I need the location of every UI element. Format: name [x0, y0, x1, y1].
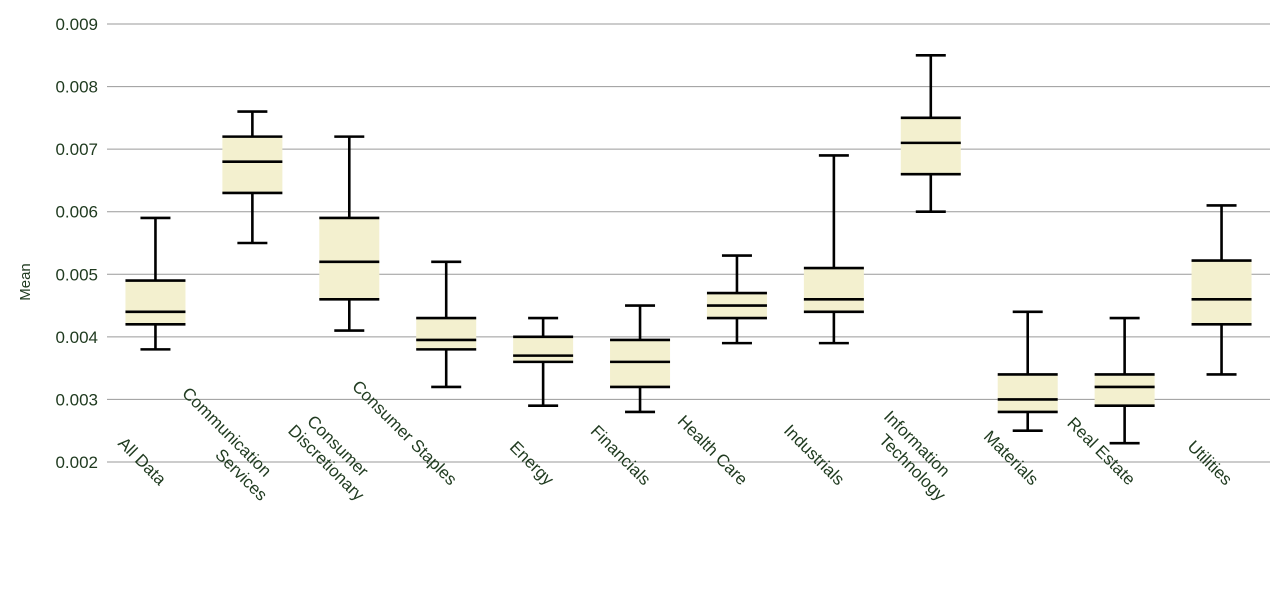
iqr-box: [319, 217, 380, 300]
x-category-label: Utilities: [1184, 437, 1236, 489]
y-tick-label: 0.009: [55, 15, 98, 34]
iqr-box: [125, 280, 186, 325]
x-category-label: Industrials: [780, 421, 848, 489]
boxes: [125, 53, 1252, 445]
box-energy: [513, 316, 574, 407]
iqr-box: [610, 339, 671, 387]
iqr-box: [416, 318, 477, 350]
x-category-label: CommunicationServices: [164, 384, 285, 505]
y-tick-label: 0.007: [55, 140, 98, 159]
x-axis-category-labels: All Data CommunicationServices ConsumerDis…: [114, 377, 1236, 505]
iqr-box: [900, 117, 961, 175]
box-all-data: [125, 216, 186, 351]
box-materials: [997, 310, 1058, 433]
box-communication-services: [222, 110, 283, 245]
y-tick-label: 0.003: [55, 390, 98, 409]
box-utilities: [1191, 204, 1252, 376]
iqr-box: [513, 336, 574, 362]
x-category-label: InformationTechnology: [866, 407, 964, 505]
box-industrials: [803, 154, 864, 345]
box-real-estate: [1094, 316, 1155, 445]
x-category-label: Materials: [980, 427, 1042, 489]
x-category-label: Energy: [506, 438, 558, 490]
box-information-technology: [900, 53, 961, 214]
box-consumer-discretionary: [319, 135, 380, 332]
iqr-box: [997, 374, 1058, 412]
x-category-label: Real Estate: [1063, 413, 1139, 489]
box-health-care: [706, 254, 767, 345]
y-axis-tick-labels: 0.002 0.003 0.004 0.005 0.006 0.007 0.008 0.009: [55, 15, 98, 472]
grid-lines: [107, 23, 1270, 463]
x-category-label: ConsumerDiscretionary: [284, 407, 382, 505]
iqr-box: [222, 136, 283, 193]
x-category-label: Financials: [587, 422, 655, 490]
y-tick-label: 0.002: [55, 453, 98, 472]
y-axis-title: Mean: [17, 263, 34, 301]
iqr-box: [803, 268, 864, 312]
y-tick-label: 0.004: [55, 328, 98, 347]
iqr-box: [1191, 260, 1252, 325]
iqr-box: [1094, 374, 1155, 406]
box-financials: [610, 304, 671, 414]
y-tick-label: 0.006: [55, 203, 98, 222]
x-category-label: Health Care: [674, 411, 752, 489]
y-tick-label: 0.005: [55, 265, 98, 284]
x-category-label: All Data: [114, 434, 170, 490]
y-tick-label: 0.008: [55, 78, 98, 97]
box-consumer-staples: [416, 260, 477, 389]
